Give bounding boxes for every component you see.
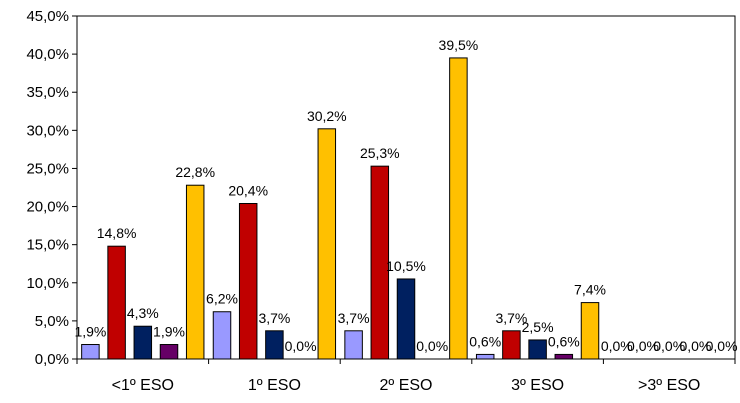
data-label: 3,7% xyxy=(495,310,527,326)
bar xyxy=(212,311,232,360)
bar xyxy=(159,344,179,360)
data-label: 1,9% xyxy=(74,324,106,340)
y-axis: 0,0% 5,0% 10,0% 15,0% 20,0% 25,0% 30,0% 35,0% 40… xyxy=(26,8,77,368)
data-label: 10,5% xyxy=(386,258,426,274)
data-label: 30,2% xyxy=(307,108,347,124)
y-tick-label: 35,0% xyxy=(26,84,69,101)
data-label: 0,0% xyxy=(679,338,711,354)
data-label: 14,8% xyxy=(97,225,137,241)
data-label: 4,3% xyxy=(127,305,159,321)
y-tick-label: 25,0% xyxy=(26,160,69,177)
y-tick-label: 0,0% xyxy=(35,351,69,368)
data-label: 0,6% xyxy=(548,333,580,349)
bar xyxy=(133,325,153,360)
x-category-label: >3º ESO xyxy=(638,377,700,394)
x-category-label: 1º ESO xyxy=(248,377,301,394)
data-label: 0,0% xyxy=(653,338,685,354)
bars xyxy=(81,57,600,360)
bar xyxy=(238,203,258,360)
bar xyxy=(475,353,495,360)
data-label: 0,0% xyxy=(285,338,317,354)
bar xyxy=(528,339,547,360)
y-tick-label: 5,0% xyxy=(35,313,69,330)
y-tick-label: 20,0% xyxy=(26,199,69,216)
y-tick-label: 15,0% xyxy=(26,237,69,254)
data-label: 7,4% xyxy=(574,282,606,298)
y-tick-label: 30,0% xyxy=(26,122,69,139)
y-tick-label: 40,0% xyxy=(26,46,69,63)
data-label: 0,0% xyxy=(706,338,738,354)
data-label: 22,8% xyxy=(175,164,215,180)
y-tick-label: 10,0% xyxy=(26,275,69,292)
data-label: 2,5% xyxy=(522,319,554,335)
data-label: 0,0% xyxy=(627,338,659,354)
data-label: 25,3% xyxy=(360,145,400,161)
bar xyxy=(344,330,363,360)
bar xyxy=(185,184,205,360)
data-label: 0,0% xyxy=(416,338,448,354)
x-axis: <1º ESO 1º ESO 2º ESO 3º ESO >3º ESO xyxy=(76,359,736,394)
data-label: 3,7% xyxy=(258,310,290,326)
bar xyxy=(449,57,468,360)
bar xyxy=(554,353,574,360)
data-label: 0,0% xyxy=(601,338,633,354)
data-label: 39,5% xyxy=(439,37,479,53)
bar xyxy=(265,330,284,360)
bar xyxy=(81,344,100,360)
x-category-label: 2º ESO xyxy=(380,377,433,394)
data-label: 1,9% xyxy=(153,324,185,340)
bar xyxy=(317,128,337,360)
data-labels: 1,9% 14,8% 4,3% 1,9% 22,8% 6,2% 20,4% 3,7% 0,0% 3… xyxy=(74,37,737,354)
bar xyxy=(580,302,600,360)
data-label: 6,2% xyxy=(206,291,238,307)
x-category-label: 3º ESO xyxy=(511,377,564,394)
data-label: 3,7% xyxy=(338,310,370,326)
data-label: 20,4% xyxy=(228,183,268,199)
bar xyxy=(502,330,521,360)
bar xyxy=(107,245,126,360)
x-category-label: <1º ESO xyxy=(112,377,174,394)
bar xyxy=(370,165,390,360)
data-label: 0,6% xyxy=(469,333,501,349)
bar xyxy=(396,278,416,360)
y-tick-label: 45,0% xyxy=(26,8,69,25)
